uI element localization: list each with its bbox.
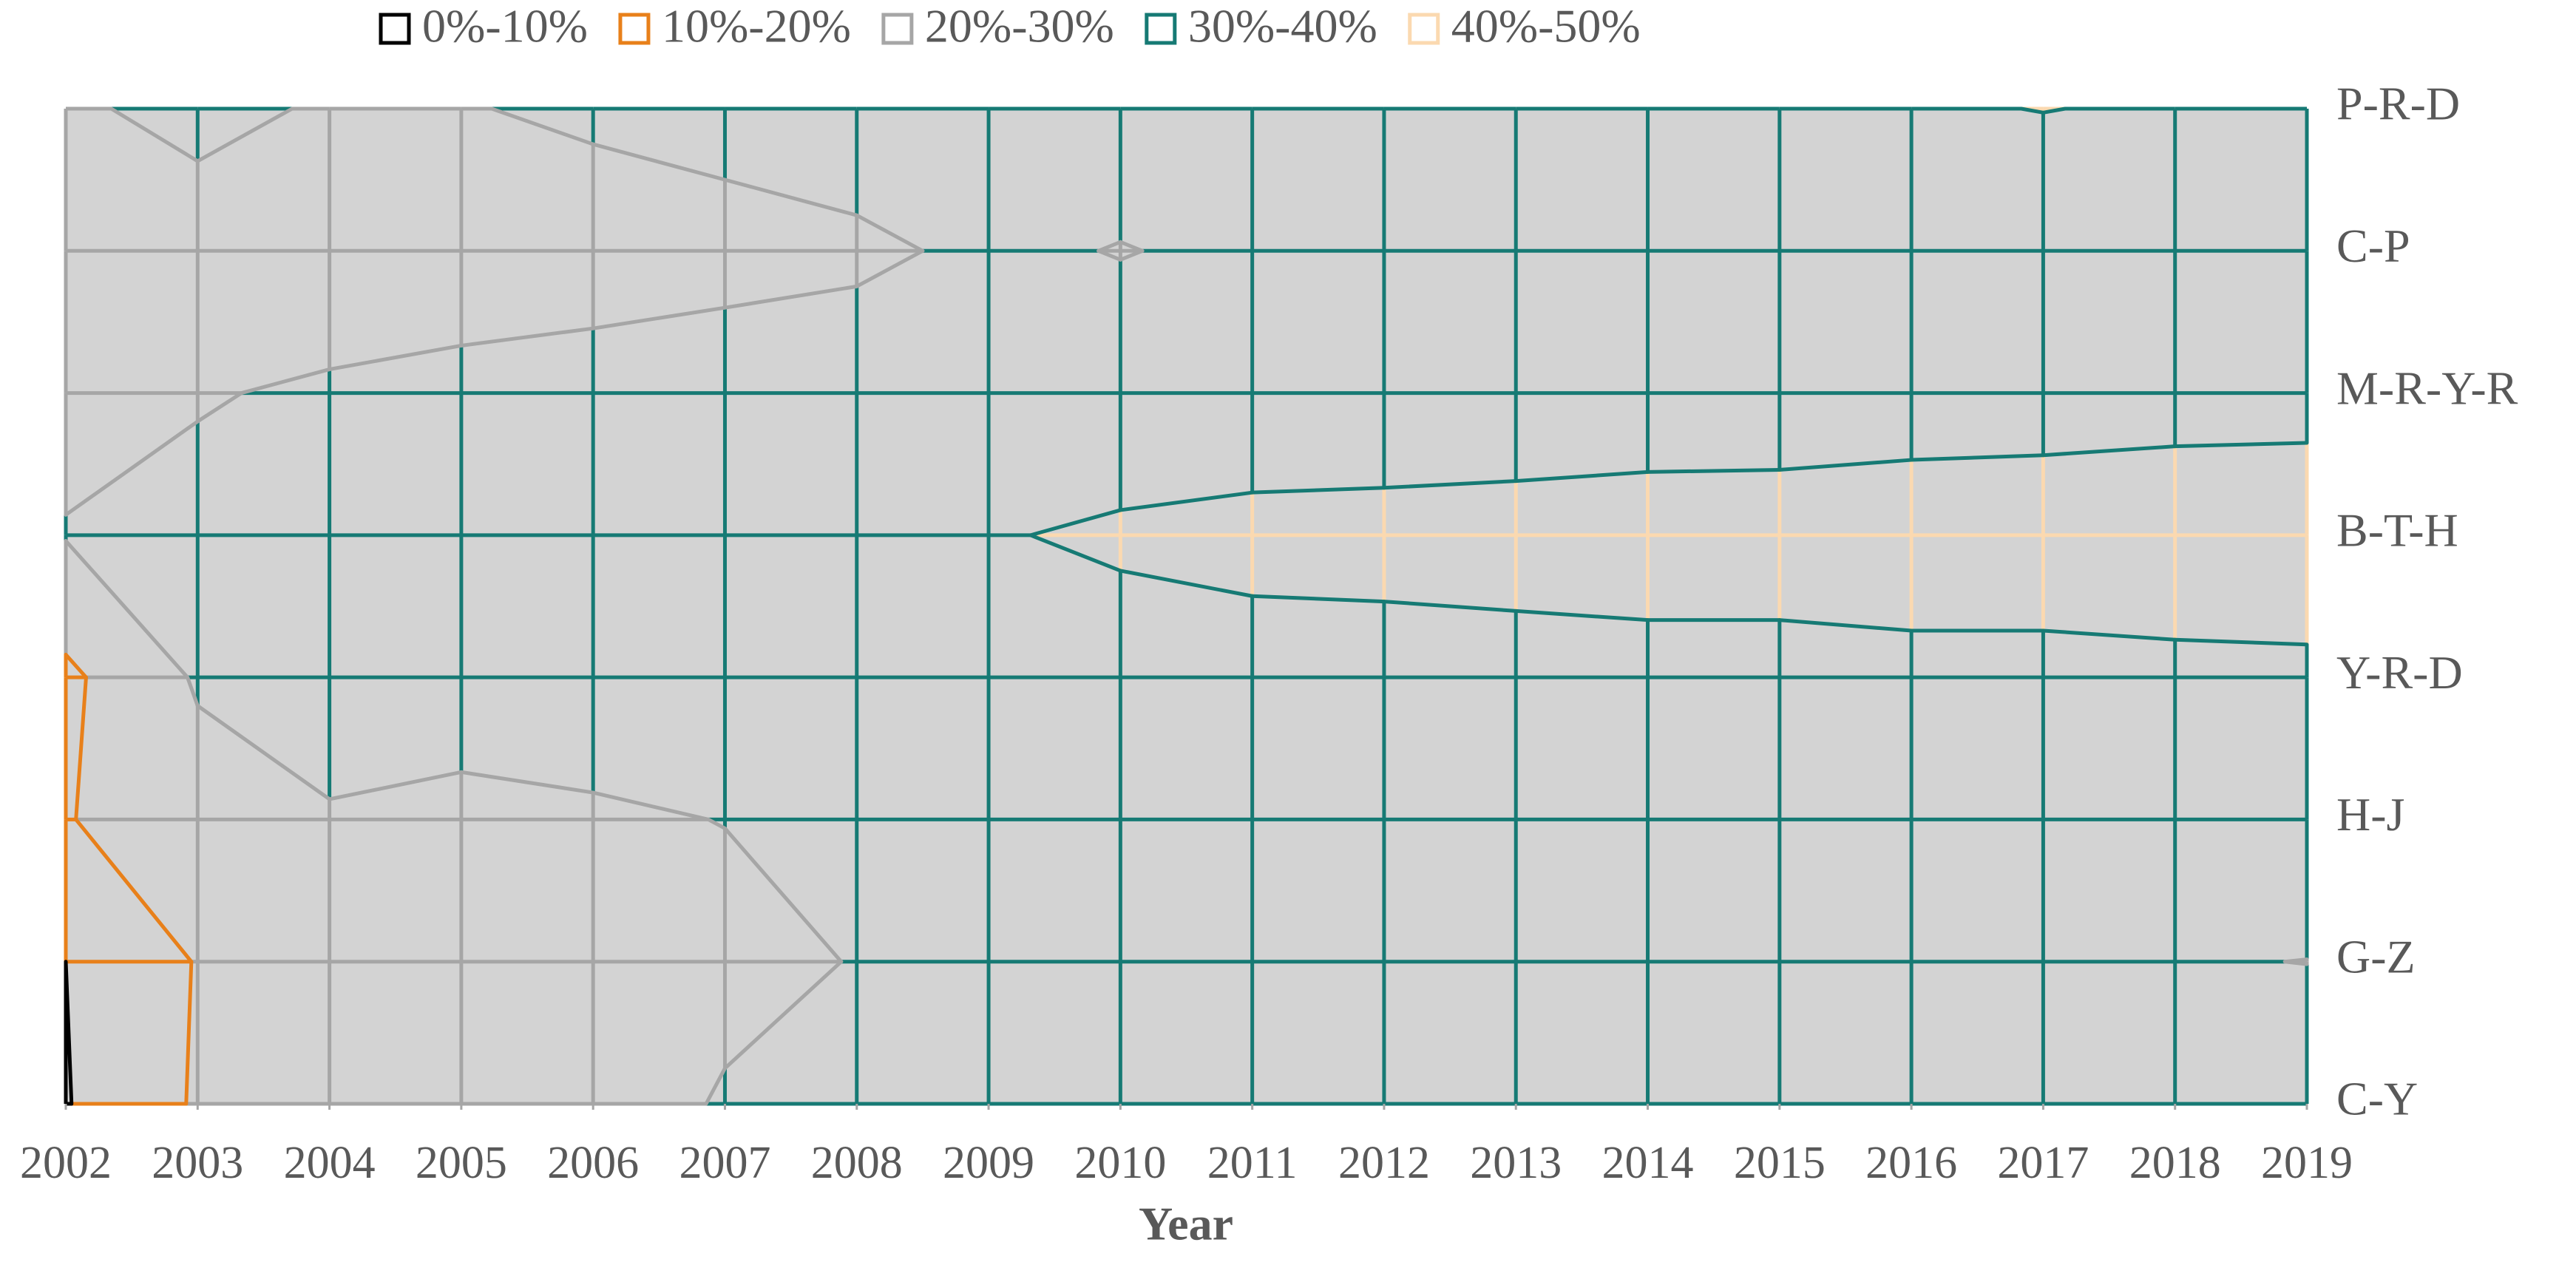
contour-line xyxy=(195,106,294,163)
contour-line xyxy=(1118,248,1145,262)
contour-line xyxy=(1909,453,2045,462)
x-tick-label: 2008 xyxy=(811,1138,903,1188)
contour-line xyxy=(195,391,244,424)
contour-line xyxy=(1097,240,1122,253)
contour-line xyxy=(1097,248,1122,262)
x-tick-label: 2017 xyxy=(1997,1138,2089,1188)
x-tick-label: 2014 xyxy=(1602,1138,1694,1188)
contour-line xyxy=(855,213,925,253)
contour-line xyxy=(2282,957,2309,964)
contour-line xyxy=(109,106,200,163)
contour-line xyxy=(64,539,190,679)
plot-background xyxy=(66,109,2307,1104)
legend-label: 10%-20% xyxy=(662,0,851,52)
x-tick-label: 2013 xyxy=(1470,1138,1562,1188)
contour-line xyxy=(1514,608,1650,623)
legend-label: 40%-50% xyxy=(1451,0,1641,52)
contour-line xyxy=(722,960,844,1071)
contour-line xyxy=(489,106,595,146)
contour-line xyxy=(722,284,859,310)
x-tick-label: 2004 xyxy=(284,1138,376,1188)
contour-line xyxy=(1646,467,1782,474)
contour-line xyxy=(722,826,844,964)
contour-line xyxy=(1028,508,1122,537)
legend-label: 20%-30% xyxy=(925,0,1114,52)
contour-line xyxy=(74,675,88,821)
contour-line xyxy=(459,326,595,347)
contour-line xyxy=(704,1066,727,1106)
contour-line xyxy=(1118,240,1145,253)
contour-line xyxy=(591,305,727,330)
contour-line xyxy=(459,770,595,795)
x-tick-label: 2007 xyxy=(679,1138,770,1188)
contour-line xyxy=(2019,106,2045,115)
contour-line xyxy=(74,817,194,964)
contour-line xyxy=(591,142,727,182)
x-tick-label: 2015 xyxy=(1734,1138,1826,1188)
contour-line xyxy=(2041,628,2177,642)
contour-line xyxy=(591,790,711,821)
contour-line xyxy=(184,960,194,1106)
y-category-label: H-J xyxy=(2336,788,2404,841)
contour-line xyxy=(1382,479,1518,490)
x-tick-label: 2011 xyxy=(1207,1138,1298,1188)
x-tick-label: 2003 xyxy=(152,1138,243,1188)
contour-line xyxy=(195,704,332,801)
contour-line xyxy=(1382,600,1518,613)
x-tick-label: 2018 xyxy=(2129,1138,2221,1188)
legend-swatch xyxy=(881,13,914,45)
legend-label: 30%-40% xyxy=(1188,0,1377,52)
contour-line xyxy=(706,817,727,830)
y-category-label: C-Y xyxy=(2336,1073,2418,1125)
contour-line xyxy=(328,770,464,801)
contour-line xyxy=(2173,441,2309,449)
y-category-label: G-Z xyxy=(2336,930,2416,983)
contour-line xyxy=(2041,444,2177,458)
x-tick-label: 2009 xyxy=(943,1138,1034,1188)
legend-swatch xyxy=(1408,13,1440,45)
contour-line xyxy=(855,248,925,288)
legend-swatch xyxy=(1145,13,1177,45)
y-category-label: B-T-H xyxy=(2336,504,2458,557)
contour-line xyxy=(1777,458,1914,472)
contour-line xyxy=(2041,106,2067,115)
contour-line xyxy=(722,177,859,217)
contour-line xyxy=(2173,637,2309,647)
x-tick-label: 2012 xyxy=(1338,1138,1430,1188)
contour-line xyxy=(240,367,332,396)
x-tick-label: 2002 xyxy=(20,1138,112,1188)
x-axis-label: Year xyxy=(1139,1198,1233,1250)
contour-line xyxy=(1028,533,1122,573)
x-tick-label: 2005 xyxy=(416,1138,507,1188)
y-category-label: P-R-D xyxy=(2336,78,2460,130)
contour-line xyxy=(328,343,464,372)
legend-swatch xyxy=(618,13,651,45)
contour-line xyxy=(1118,569,1255,598)
x-tick-label: 2006 xyxy=(547,1138,639,1188)
legend-label: 0%-10% xyxy=(422,0,588,52)
x-tick-label: 2010 xyxy=(1074,1138,1166,1188)
x-tick-label: 2019 xyxy=(2261,1138,2353,1188)
contour-line xyxy=(1250,594,1386,604)
y-category-label: Y-R-D xyxy=(2336,646,2463,699)
contour-line xyxy=(64,960,74,1106)
contour-line xyxy=(186,675,200,708)
legend-swatch xyxy=(379,13,411,45)
contour-line xyxy=(1250,486,1386,495)
x-tick-label: 2016 xyxy=(1865,1138,1957,1188)
contour-line xyxy=(1777,618,1914,633)
y-category-label: C-P xyxy=(2336,220,2410,272)
contour-line xyxy=(64,652,88,679)
contour-line xyxy=(64,419,200,517)
contour-line xyxy=(1514,469,1650,484)
y-category-label: M-R-Y-R xyxy=(2336,362,2518,414)
contour-line xyxy=(1118,490,1255,512)
